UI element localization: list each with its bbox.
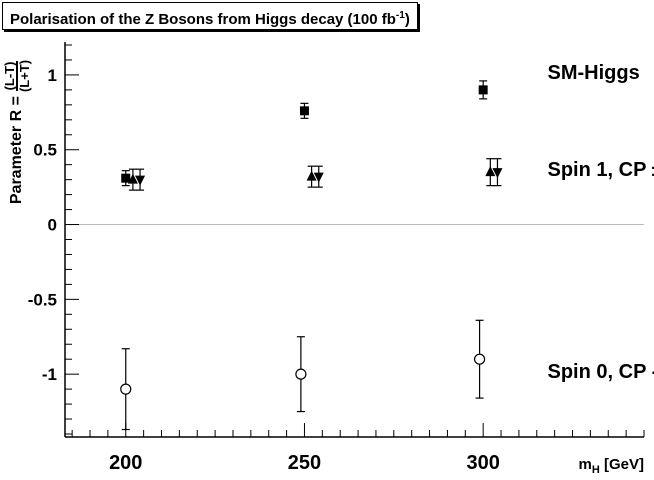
triangle-down-marker [313,172,324,183]
series-label: Spin 0, CP -1 [548,361,654,383]
triangle-up-marker [306,170,317,181]
chart-title-sup: -1 [395,10,405,21]
x-axis-label-main: m [578,456,592,473]
x-axis-label: mH [GeV] [579,456,644,476]
series-labels: SM-Higgs Spin 1, CP ± 1 Spin 0, CP -1 [548,62,654,383]
chart-title-text: Polarisation of the Z Bosons from Higgs … [10,11,396,28]
triangle-down-marker [492,168,503,179]
axis-ticks: 1 0.5 0 -0.5 -1 200 250 300 [28,44,645,474]
y-tick-label: -0.5 [28,290,57,309]
y-axis-fraction: (L-T) (L+T) [2,59,32,93]
open-circle-marker [295,368,307,380]
y-axis-fraction-num: (L-T) [2,60,18,92]
square-marker [299,106,309,116]
x-tick-label: 200 [109,452,142,474]
series-label: Spin 1, CP ± 1 [548,159,654,181]
x-tick-label: 250 [288,452,321,474]
open-circle-marker [473,353,486,365]
triangle-up-marker [485,166,496,177]
chart-title: Polarisation of the Z Bosons from Higgs … [2,2,418,30]
x-axis-label-sub: H [591,464,600,476]
x-axis-label-unit: [GeV] [599,456,644,473]
y-tick-label: -1 [42,365,57,384]
open-circle-marker [120,383,132,395]
y-tick-label: 0.5 [33,141,57,160]
triangle-down-marker [135,175,146,186]
square-marker [121,173,131,183]
y-axis-label-prefix: Parameter R = [8,96,25,205]
chart-title-close: ) [404,11,410,28]
series-label: SM-Higgs [548,62,640,84]
y-tick-label: 1 [48,66,57,85]
y-axis-fraction-den: (L+T) [17,59,32,93]
y-tick-label: 0 [48,216,57,235]
square-marker [478,85,488,95]
x-tick-label: 300 [466,452,499,474]
triangle-up-marker [127,173,138,184]
data-marks [120,80,503,431]
y-axis-label: Parameter R = (L-T) (L+T) [2,17,32,247]
